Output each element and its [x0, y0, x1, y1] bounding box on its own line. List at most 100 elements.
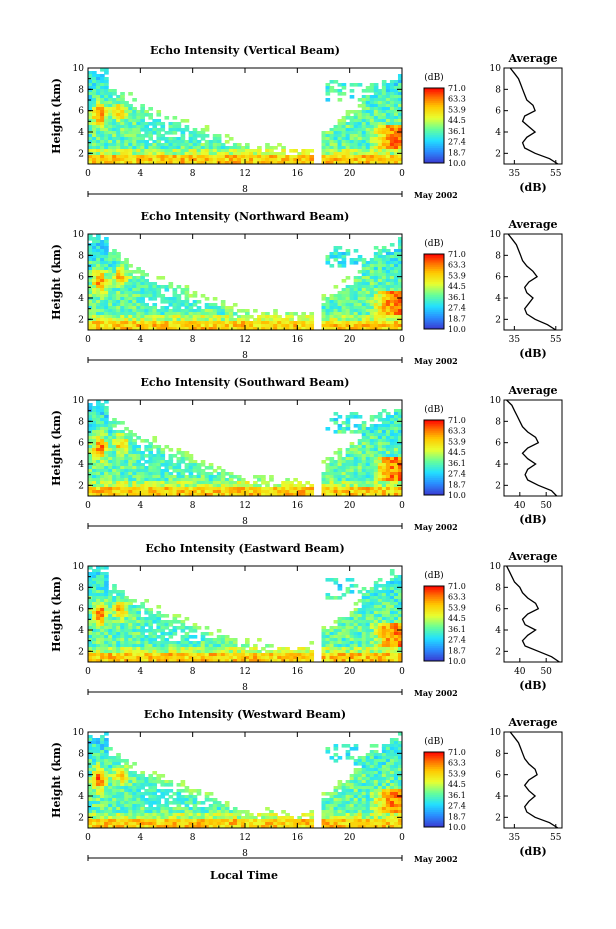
heatmap-cell	[369, 454, 375, 458]
heatmap-cell	[353, 158, 359, 162]
heatmap-cell	[96, 430, 101, 434]
heatmap-cell	[381, 487, 387, 491]
heatmap-cell	[381, 258, 387, 262]
heatmap-cell	[265, 152, 270, 156]
heatmap-cell	[96, 77, 101, 81]
heatmap-cell	[357, 656, 363, 660]
heatmap-cell	[369, 282, 375, 286]
heatmap-cell	[337, 312, 343, 316]
heatmap-cell	[92, 490, 97, 494]
heatmap-cell	[132, 623, 137, 627]
heatmap-cell	[389, 445, 395, 449]
heatmap-cell	[393, 297, 399, 301]
heatmap-cell	[124, 258, 129, 262]
heatmap-cell	[349, 324, 355, 328]
heatmap-cell	[112, 128, 117, 132]
heatmap-cell	[385, 481, 391, 485]
heatmap-cell	[116, 626, 121, 630]
heatmap-cell	[128, 312, 133, 316]
heatmap-cell	[369, 122, 375, 126]
heatmap-cell	[369, 427, 375, 431]
heatmap-cell	[365, 297, 371, 301]
heatmap-cell	[168, 297, 174, 301]
heatmap-cell	[136, 629, 141, 633]
heatmap-cell	[116, 641, 121, 645]
heatmap-cell	[124, 472, 129, 476]
heatmap-cell	[228, 481, 234, 485]
heatmap-cell	[160, 161, 166, 164]
heatmap-cell	[393, 481, 399, 485]
heatmap-cell	[116, 611, 121, 615]
heatmap-cell	[232, 656, 238, 660]
heatmap-cell	[393, 451, 399, 455]
heatmap-cell	[253, 318, 258, 322]
heatmap-cell	[240, 478, 246, 482]
heatmap-cell	[88, 644, 93, 648]
heatmap-cell	[321, 484, 327, 488]
heatmap-cell	[184, 635, 190, 639]
heatmap-cell	[100, 469, 105, 473]
heatmap-cell	[88, 626, 93, 630]
x-tick-label: 8	[190, 501, 196, 511]
heatmap-cell	[116, 493, 121, 496]
heatmap-cell	[349, 650, 355, 654]
heatmap-cell	[361, 282, 367, 286]
heatmap-cell	[108, 285, 113, 289]
heatmap-cell	[96, 403, 101, 407]
colorbar-step	[424, 455, 444, 458]
heatmap-cell	[373, 309, 379, 313]
heatmap-cell	[232, 143, 238, 147]
heatmap-cell	[152, 454, 158, 458]
heatmap-cell	[325, 86, 331, 90]
heatmap-cell	[349, 659, 355, 662]
heatmap-cell	[116, 267, 121, 271]
heatmap-cell	[92, 593, 97, 597]
colorbar-step	[424, 457, 444, 460]
heatmap-cell	[140, 288, 145, 292]
heatmap-cell	[124, 104, 129, 108]
heatmap-cell	[92, 635, 97, 639]
heatmap-cell	[144, 629, 149, 633]
heatmap-cell	[212, 134, 218, 138]
heatmap-cell	[220, 158, 226, 162]
heatmap-cell	[164, 297, 170, 301]
heatmap-cell	[365, 321, 371, 325]
heatmap-cell	[273, 324, 278, 328]
heatmap-cell	[136, 321, 141, 325]
heatmap-cell	[168, 155, 174, 159]
heatmap-cell	[305, 647, 311, 651]
heatmap-cell	[333, 421, 339, 425]
heatmap-cell	[212, 487, 218, 491]
heatmap-cell	[341, 490, 347, 494]
heatmap-cell	[112, 602, 117, 606]
heatmap-cell	[184, 327, 190, 330]
heatmap-cell	[389, 252, 395, 256]
heatmap-cell	[116, 620, 121, 624]
heatmap-cell	[333, 252, 339, 256]
heatmap-cell	[373, 590, 379, 594]
heatmap-cell	[120, 448, 125, 452]
heatmap-cell	[361, 442, 367, 446]
heatmap-cell	[164, 626, 170, 630]
heatmap-cell	[365, 315, 371, 319]
heatmap-cell	[116, 475, 121, 479]
heatmap-cell	[88, 457, 93, 461]
heatmap-cell	[245, 146, 250, 150]
heatmap-cell	[385, 321, 391, 325]
heatmap-cell	[333, 297, 339, 301]
heatmap-cell	[357, 490, 363, 494]
heatmap-cell	[104, 161, 109, 164]
heatmap-cell	[92, 445, 97, 449]
heatmap-cell	[116, 309, 121, 313]
heatmap-cell	[385, 635, 391, 639]
heatmap-cell	[156, 469, 162, 473]
heatmap-cell	[365, 599, 371, 603]
heatmap-cell	[381, 620, 387, 624]
heatmap-cell	[92, 451, 97, 455]
heatmap-cell	[377, 252, 383, 256]
heatmap-cell	[361, 448, 367, 452]
heatmap-cell	[176, 155, 182, 159]
heatmap-cell	[92, 134, 97, 138]
heatmap-cell	[188, 466, 194, 470]
heatmap-cell	[104, 487, 109, 491]
